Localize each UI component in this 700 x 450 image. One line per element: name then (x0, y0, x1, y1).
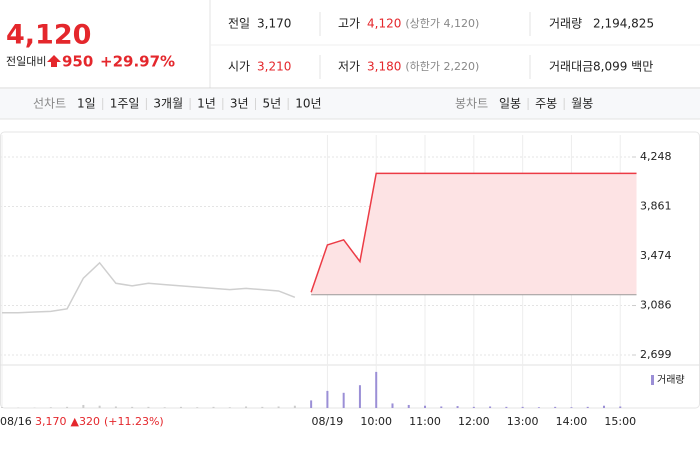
volume-bar (310, 400, 313, 408)
y-tick-label: 3,474 (640, 249, 672, 262)
volume-bar (424, 405, 427, 408)
footnote-change: ▲320 (71, 415, 100, 428)
x-tick-label: 15:00 (604, 415, 636, 428)
x-tick-label: 12:00 (458, 415, 490, 428)
current-price: 4,120 (6, 20, 91, 51)
volume-bar (456, 406, 459, 408)
tab[interactable]: 1주일 (110, 97, 140, 111)
volume-bar (261, 406, 264, 408)
quote-label: 거래대금 (549, 60, 593, 74)
footnote-rate: (+11.23%) (104, 415, 164, 428)
x-tick-label: 14:00 (556, 415, 588, 428)
volume-bar (505, 406, 508, 408)
y-tick-label: 3,861 (640, 199, 672, 212)
x-tick-label: 13:00 (507, 415, 539, 428)
x-tick-label: 10:00 (360, 415, 392, 428)
tab[interactable]: 월봉 (571, 97, 593, 111)
quote-value: 3,210 (257, 60, 291, 74)
volume-bar (228, 407, 231, 408)
tab[interactable]: 3년 (230, 97, 249, 111)
volume-bar (82, 404, 85, 408)
quote-value: 4,120 (367, 17, 401, 31)
volume-bar (98, 405, 101, 408)
x-tick-label: 08/16 (0, 415, 32, 428)
volume-bar (440, 406, 443, 408)
volume-bar (521, 406, 524, 408)
volume-bar (342, 392, 345, 408)
volume-bar (619, 406, 622, 408)
tab[interactable]: 10년 (295, 97, 321, 111)
y-tick-label: 4,248 (640, 150, 672, 163)
volume-bar (570, 407, 573, 408)
price-line (310, 172, 637, 293)
volume-bar (293, 405, 296, 408)
tab-group-label: 선차트 (33, 97, 66, 111)
volume-bar (212, 406, 215, 408)
volume-bar (586, 406, 589, 408)
quote-value: 2,194,825 (593, 17, 654, 31)
quote-label: 시가 (228, 60, 250, 74)
volume-bar (49, 407, 52, 408)
volume-bar (602, 405, 605, 408)
tab[interactable]: 1일 (77, 97, 96, 111)
volume-bar (277, 406, 280, 408)
tab[interactable]: 주봉 (535, 97, 557, 111)
tab[interactable]: 일봉 (499, 97, 521, 111)
change: 950 (62, 53, 93, 71)
volume-bar (375, 371, 378, 408)
volume-bar (391, 403, 394, 408)
quote-label: 고가 (338, 17, 360, 31)
volume-bar (1, 407, 3, 408)
quote-label: 거래량 (549, 17, 582, 31)
change-rate: +29.97% (100, 53, 175, 71)
tab[interactable]: 1년 (197, 97, 216, 111)
quote-value: 3,170 (257, 17, 291, 31)
legend-label: 거래량 (657, 374, 685, 386)
x-tick-label: 11:00 (409, 415, 441, 428)
quote-note: (상한가 4,120) (405, 17, 479, 30)
volume-bar (326, 390, 329, 408)
quote-label: 전일 (228, 17, 250, 31)
tab[interactable]: 3개월 (153, 97, 183, 111)
x-tick-label: 08/19 (312, 415, 344, 428)
volume-bar (66, 406, 69, 408)
tab[interactable]: 5년 (263, 97, 282, 111)
volume-bar (131, 406, 134, 408)
change-label: 전일대비 (6, 54, 46, 68)
quote-label: 저가 (338, 60, 360, 74)
y-tick-label: 2,699 (640, 348, 672, 361)
volume-bar (407, 404, 410, 408)
volume-bar (147, 406, 150, 408)
up-icon (47, 55, 61, 67)
tab-bar (0, 89, 700, 119)
volume-bar (196, 407, 199, 408)
volume-bar (245, 406, 248, 408)
legend-swatch (651, 375, 654, 385)
volume-bar (554, 406, 557, 408)
quote-value: 3,180 (367, 60, 401, 74)
volume-bar (114, 406, 117, 408)
quote-value: 8,099 백만 (593, 60, 653, 74)
tab-group-label: 봉차트 (455, 97, 488, 111)
y-tick-label: 3,086 (640, 299, 672, 312)
footnote-price: 3,170 (35, 415, 67, 428)
volume-bar (179, 406, 182, 408)
volume-bar (472, 406, 475, 408)
volume-bar (537, 407, 540, 408)
price-line (2, 261, 296, 314)
volume-bar (489, 406, 492, 408)
volume-bar (358, 385, 361, 408)
quote-note: (하한가 2,220) (405, 59, 479, 73)
area (311, 173, 637, 295)
volume-bar (163, 407, 166, 408)
